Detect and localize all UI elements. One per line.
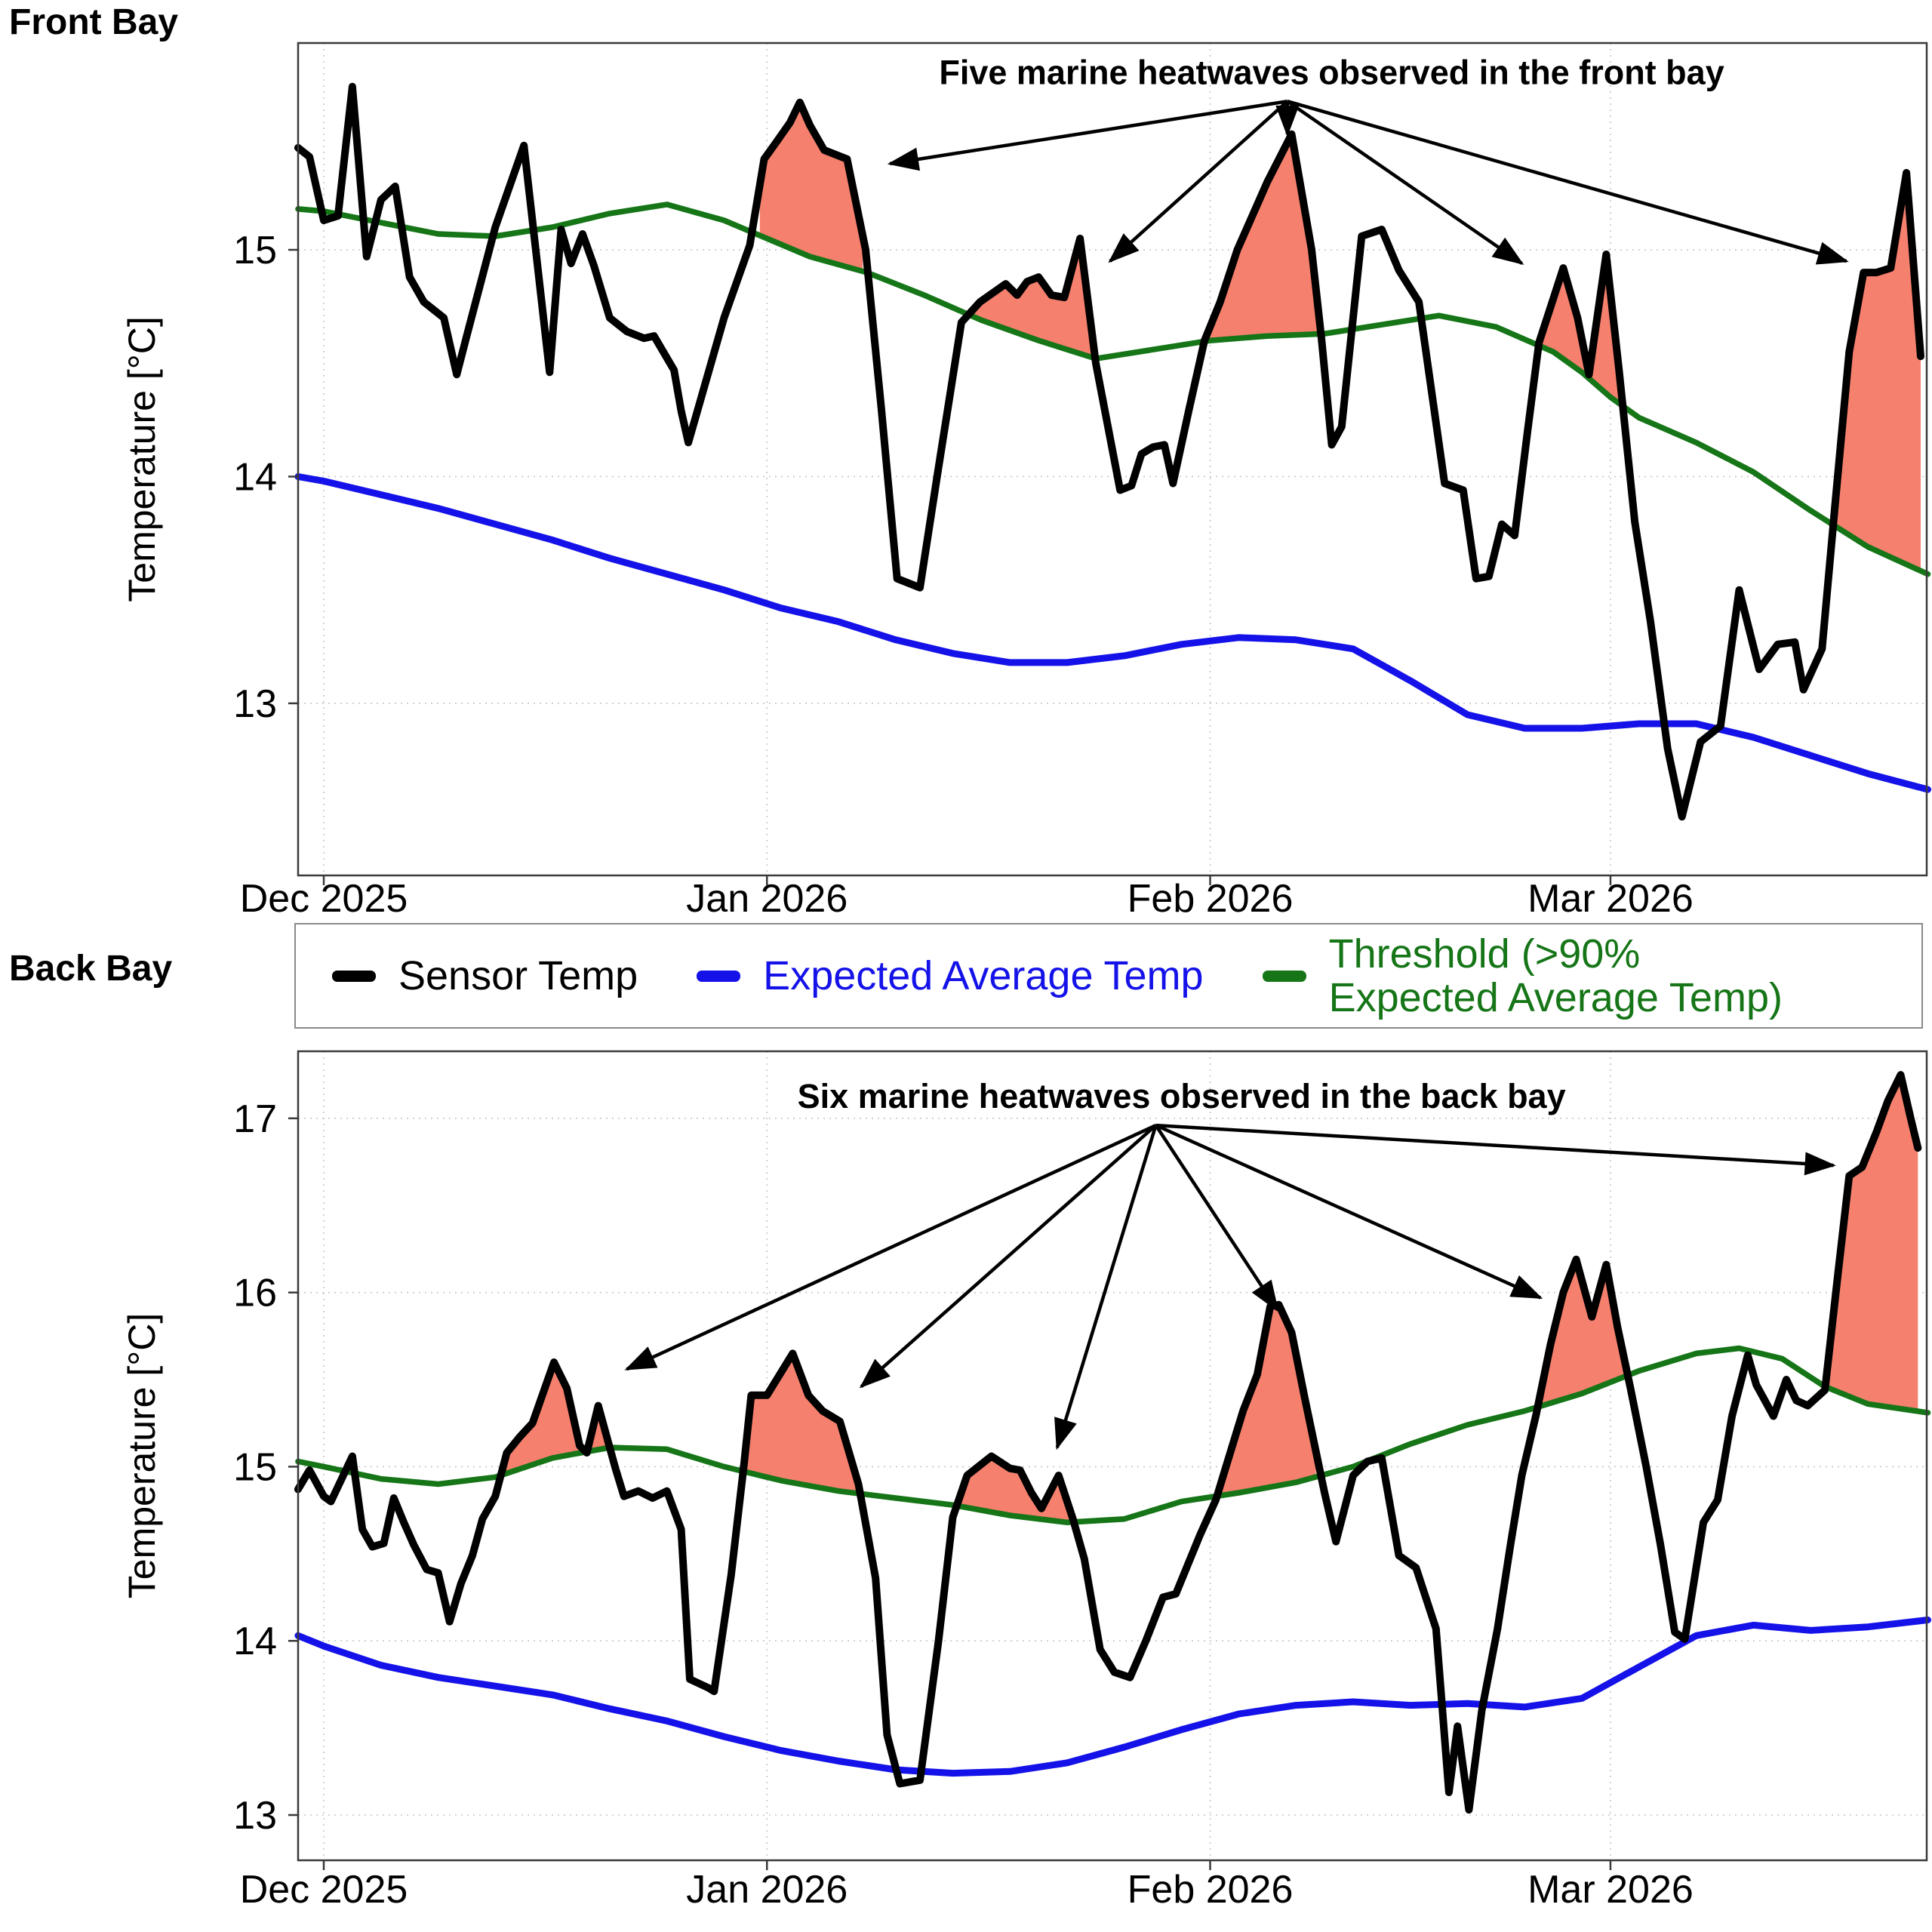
front-bay-title: Front Bay: [9, 2, 179, 42]
legend-label-expected: Expected Average Temp: [763, 952, 1204, 998]
annotation-text: Six marine heatwaves observed in the bac…: [798, 1077, 1566, 1115]
legend-item-sensor: Sensor Temp: [332, 954, 638, 998]
annotation-arrow: [1108, 100, 1289, 263]
x-tick-label: Mar 2026: [1527, 877, 1694, 921]
y-tick-label: 15: [233, 229, 277, 272]
y-tick-label: 14: [233, 1620, 277, 1663]
x-tick-label: Feb 2026: [1128, 1868, 1294, 1912]
heatwave-fill: [1829, 1075, 1918, 1411]
annotation-arrow: [1286, 100, 1524, 266]
annotation-text: Five marine heatwaves observed in the fr…: [939, 54, 1724, 92]
annotation-arrow: [1054, 1124, 1158, 1451]
y-tick-label: 14: [233, 455, 277, 499]
heatwave-fill: [503, 1364, 608, 1475]
x-tick-label: Feb 2026: [1128, 877, 1294, 921]
x-tick-label: Jan 2026: [686, 1868, 848, 1912]
legend: Sensor Temp Expected Average Temp Thresh…: [294, 923, 1923, 1029]
y-tick-label: 17: [233, 1097, 277, 1141]
heatwave-fill: [1540, 1263, 1623, 1407]
annotation-arrow: [859, 1124, 1158, 1389]
annotation-arrow: [1154, 1124, 1279, 1312]
legend-item-expected: Expected Average Temp: [697, 952, 1204, 998]
legend-item-threshold: Threshold (>90% Expected Average Temp): [1262, 931, 1783, 1020]
annotation-arrow: [1155, 1124, 1543, 1300]
expected-average-temp-line: [294, 473, 1931, 793]
legend-label-sensor: Sensor Temp: [398, 952, 638, 998]
annotation-arrow: [1287, 100, 1849, 265]
x-tick-label: Jan 2026: [686, 877, 848, 921]
back-bay-title: Back Bay: [9, 949, 173, 989]
sensor-temp-line: [294, 1071, 1922, 1814]
y-tick-label: 15: [233, 1445, 277, 1489]
heatwave-fill: [1832, 172, 1921, 571]
heatwave-fill: [971, 238, 1095, 358]
plot-border: [297, 42, 1928, 877]
sensor-line-swatch: [332, 970, 376, 982]
sensor-temp-line: [294, 82, 1924, 821]
panel-front-bay: 15 14 13 Dec 2025 Jan 2026 Feb 2026 Mar 2026 Te…: [121, 42, 1931, 921]
annotation-arrow: [1155, 1123, 1836, 1176]
y-tick-label: 16: [233, 1272, 277, 1315]
x-tick-label: Mar 2026: [1527, 1868, 1694, 1912]
legend-label-threshold: Threshold (>90% Expected Average Temp): [1328, 931, 1783, 1020]
annotation-arrow: [624, 1124, 1157, 1371]
y-tick-label: 13: [233, 1794, 277, 1838]
x-tick-label: Dec 2025: [240, 877, 408, 921]
expected-line-swatch: [697, 970, 741, 982]
y-axis-title: Temperature [°C]: [121, 1313, 163, 1598]
panel-back-bay: 17 16 15 14 13 Dec 2025 Jan 2026 Feb 2026 Mar 20…: [121, 1050, 1931, 1912]
heatwave-fill: [1207, 137, 1319, 341]
plot-border: [297, 1050, 1928, 1862]
y-tick-label: 13: [233, 682, 277, 726]
annotation-arrow: [887, 99, 1288, 171]
threshold-line: [295, 202, 1931, 577]
y-axis-title: Temperature [°C]: [121, 316, 163, 601]
threshold-line: [295, 1345, 1931, 1526]
expected-average-temp-line: [294, 1617, 1931, 1777]
x-tick-label: Dec 2025: [240, 1868, 408, 1912]
heatwave-fill: [759, 102, 863, 272]
threshold-line-swatch: [1262, 970, 1306, 982]
